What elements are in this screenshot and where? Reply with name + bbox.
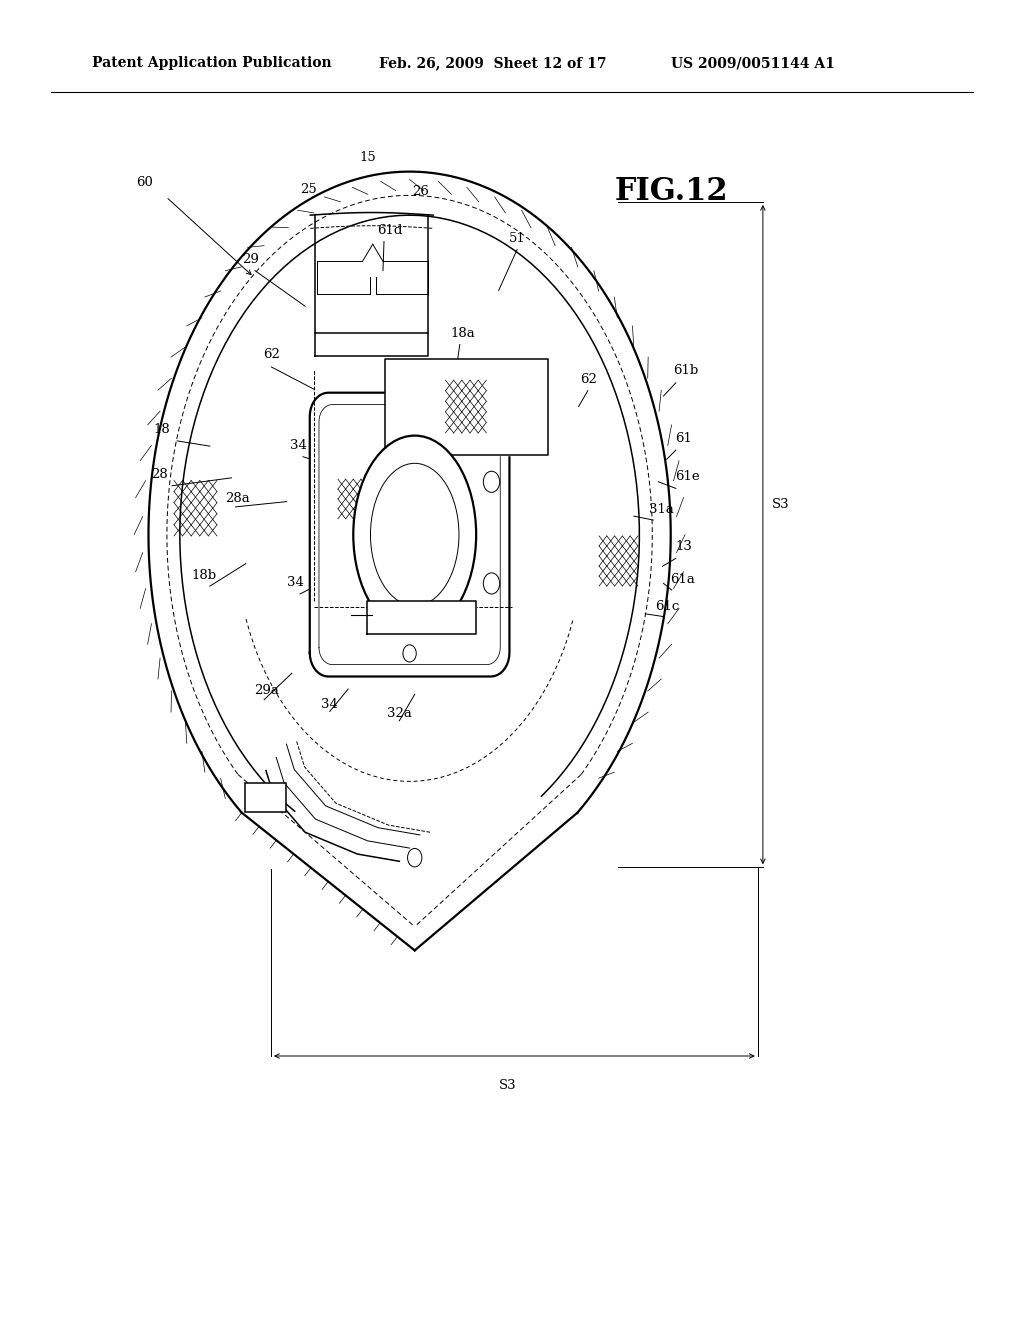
Text: 51: 51 [478,581,495,594]
Text: 26: 26 [412,185,428,198]
Polygon shape [367,601,476,634]
Polygon shape [309,393,510,677]
Ellipse shape [483,471,500,492]
Polygon shape [385,359,548,455]
Text: 51: 51 [509,231,525,244]
Text: 61c: 61c [655,599,680,612]
Text: FIG.12: FIG.12 [614,176,728,207]
Text: S3: S3 [499,1078,517,1092]
Text: 36: 36 [410,597,427,610]
Text: 62: 62 [263,347,280,360]
Text: 61e: 61e [675,470,699,483]
Text: 28: 28 [152,467,168,480]
Text: 60: 60 [136,176,153,189]
Text: 31: 31 [440,548,457,561]
Text: 62: 62 [464,562,480,576]
Text: 61d: 61d [447,597,473,610]
Ellipse shape [408,849,422,867]
Ellipse shape [353,436,476,634]
Text: 29: 29 [242,252,258,265]
Text: S3: S3 [772,498,790,511]
Text: 18b: 18b [191,569,217,582]
Text: 25: 25 [300,182,316,195]
Text: 61d: 61d [377,223,402,236]
Text: 61b: 61b [673,363,698,376]
Text: 32a: 32a [387,706,412,719]
Text: Feb. 26, 2009  Sheet 12 of 17: Feb. 26, 2009 Sheet 12 of 17 [379,57,606,70]
Text: 34: 34 [290,438,306,451]
Text: 18a: 18a [451,326,475,339]
Text: 15: 15 [359,150,376,164]
Text: 28a: 28a [225,491,250,504]
Ellipse shape [483,573,500,594]
Text: 61a: 61a [670,573,694,586]
Text: 18: 18 [154,422,170,436]
Ellipse shape [402,644,416,663]
Text: 62: 62 [581,372,597,385]
Text: 13: 13 [676,540,692,553]
Polygon shape [315,333,428,356]
Text: 16: 16 [352,597,369,610]
Text: Patent Application Publication: Patent Application Publication [92,57,332,70]
FancyBboxPatch shape [245,783,286,812]
Text: 34: 34 [287,576,303,589]
Text: 29a: 29a [254,684,279,697]
Text: 31a: 31a [649,503,674,516]
Text: 61: 61 [675,432,691,445]
Text: 34: 34 [321,697,337,710]
Text: 61e: 61e [314,467,339,480]
Text: 13a: 13a [314,488,339,502]
Text: US 2009/0051144 A1: US 2009/0051144 A1 [671,57,835,70]
